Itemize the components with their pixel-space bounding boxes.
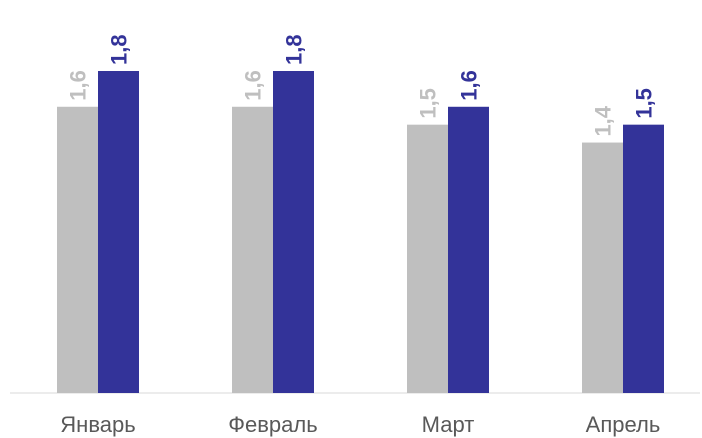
category-label-1: Февраль (228, 412, 317, 437)
value-label-series2-2: 1,6 (457, 70, 482, 101)
bar-series2-2 (448, 106, 489, 394)
value-label-series2-1: 1,8 (282, 34, 307, 65)
value-label-series1-2: 1,5 (416, 88, 441, 119)
bar-series1-1 (232, 106, 273, 394)
bar-series1-3 (582, 142, 623, 393)
bar-series2-0 (98, 71, 139, 393)
category-label-2: Март (422, 412, 475, 437)
bar-series1-0 (57, 106, 98, 394)
value-label-series1-1: 1,6 (241, 70, 266, 101)
value-label-series2-0: 1,8 (107, 34, 132, 65)
bar-series2-3 (623, 124, 664, 394)
category-label-0: Январь (60, 412, 135, 437)
value-label-series2-3: 1,5 (632, 88, 657, 119)
bar-series2-1 (273, 71, 314, 393)
category-label-3: Апрель (586, 412, 661, 437)
bar-series1-2 (407, 124, 448, 394)
value-label-series1-0: 1,6 (66, 70, 91, 101)
value-label-series1-3: 1,4 (591, 105, 616, 136)
